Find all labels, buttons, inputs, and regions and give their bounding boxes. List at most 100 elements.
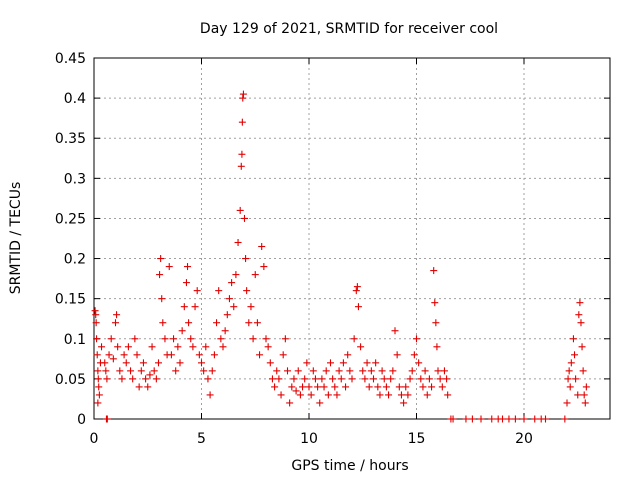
data-point (221, 327, 229, 335)
data-point (578, 343, 586, 351)
data-point (262, 335, 270, 343)
x-tick-label: 0 (90, 431, 99, 447)
data-point (187, 335, 195, 343)
data-point (243, 287, 251, 295)
data-point (159, 319, 167, 327)
data-point (198, 359, 205, 367)
data-point (363, 359, 371, 367)
data-point (184, 263, 192, 271)
data-point (353, 283, 361, 291)
data-point (92, 319, 100, 327)
data-point (290, 375, 298, 383)
data-point (118, 375, 126, 383)
data-point (95, 391, 103, 399)
data-point (124, 343, 132, 351)
data-point (172, 367, 180, 375)
data-point (434, 367, 442, 375)
data-point (251, 271, 259, 279)
data-point (292, 387, 300, 395)
data-point (150, 367, 158, 375)
data-point (264, 343, 272, 351)
data-point (531, 415, 539, 423)
data-point (576, 299, 584, 307)
data-point (161, 335, 169, 343)
data-point (436, 375, 444, 383)
y-tick-label: 0.35 (55, 131, 86, 147)
data-point (225, 295, 233, 303)
data-point (94, 375, 102, 383)
data-point (350, 335, 358, 343)
data-point (440, 367, 448, 375)
data-point (577, 319, 585, 327)
data-point (239, 94, 247, 102)
data-point (109, 355, 117, 363)
data-point (277, 391, 285, 399)
data-point (94, 367, 102, 375)
data-point (113, 311, 121, 319)
data-point (155, 359, 162, 367)
data-point (217, 335, 225, 343)
data-point (571, 351, 579, 359)
data-point (462, 415, 470, 423)
data-point (511, 415, 519, 423)
data-point (444, 391, 452, 399)
data-point (361, 375, 369, 383)
y-tick-label: 0.3 (64, 171, 86, 187)
data-point (542, 415, 549, 423)
data-point (242, 255, 250, 263)
data-point (230, 303, 238, 311)
data-point (238, 118, 246, 126)
data-point (122, 359, 130, 367)
x-tick-label: 15 (408, 431, 426, 447)
data-point (195, 351, 203, 359)
data-point (406, 375, 414, 383)
data-point (210, 351, 218, 359)
data-point (354, 303, 362, 311)
data-point (185, 319, 193, 327)
data-point (193, 287, 201, 295)
data-point (415, 359, 423, 367)
data-point (273, 367, 281, 375)
grid-lines (94, 58, 610, 419)
data-point (152, 375, 160, 383)
data-point (580, 391, 588, 399)
plot-frame (93, 57, 611, 420)
data-point (410, 351, 418, 359)
data-point (228, 279, 236, 287)
data-point (120, 351, 128, 359)
data-point (133, 351, 141, 359)
data-point (380, 375, 388, 383)
data-point (101, 359, 109, 367)
data-point (307, 391, 315, 399)
data-point (413, 335, 420, 343)
data-point (92, 311, 100, 319)
data-point (158, 295, 166, 303)
data-point (180, 303, 188, 311)
data-point (342, 383, 350, 391)
chart-title: Day 129 of 2021, SRMTID for receiver coo… (200, 21, 498, 37)
data-point (423, 391, 431, 399)
data-points (91, 90, 590, 423)
data-point (139, 359, 147, 367)
data-point (404, 391, 412, 399)
data-point (202, 343, 210, 351)
data-point (215, 287, 223, 295)
data-point (116, 367, 124, 375)
y-axis-label: SRMTID / TECUs (8, 182, 24, 295)
data-point (419, 383, 427, 391)
data-point (95, 383, 103, 391)
data-point (314, 383, 322, 391)
data-point (320, 383, 328, 391)
data-point (281, 335, 289, 343)
data-point (234, 239, 242, 247)
data-point (370, 375, 377, 383)
data-point (346, 367, 354, 375)
data-point (303, 359, 311, 367)
data-point (238, 150, 246, 158)
data-point (311, 375, 319, 383)
data-point (372, 359, 380, 367)
data-point (575, 311, 583, 319)
data-point (352, 287, 360, 295)
data-point (581, 399, 589, 407)
data-point (322, 367, 330, 375)
